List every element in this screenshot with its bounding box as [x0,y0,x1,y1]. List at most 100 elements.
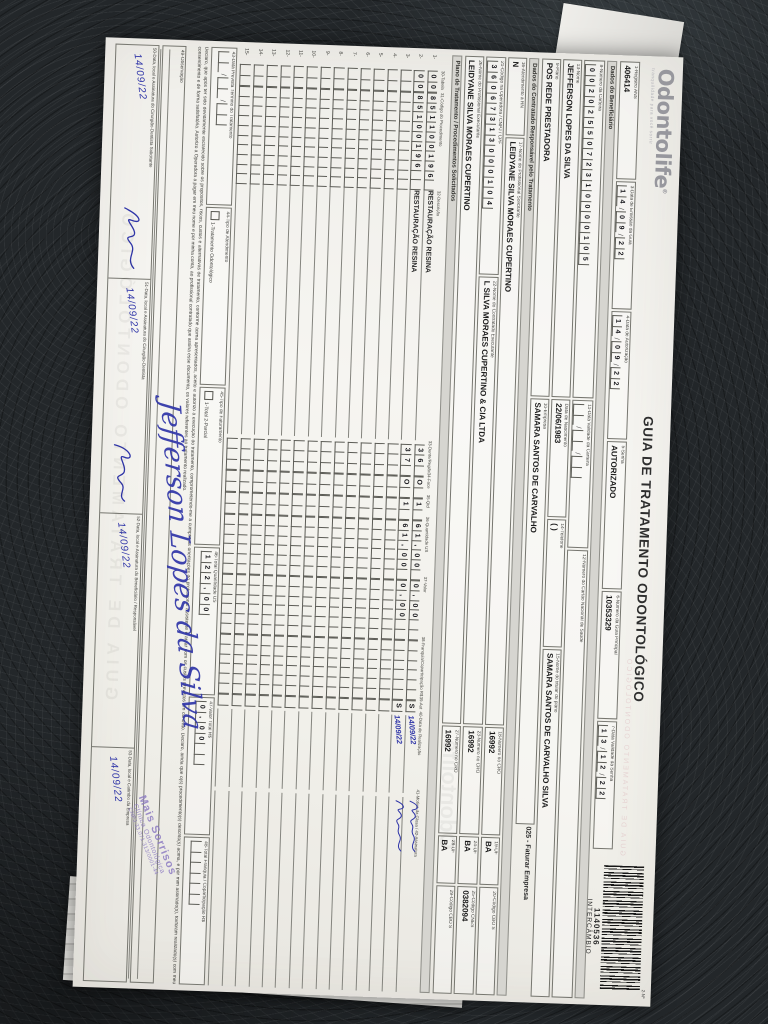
comb-cell [346,89,358,100]
comb-cell [246,644,258,655]
table-cell-codigo [343,89,358,188]
note-text: 025 - Faturar Empresa [522,826,532,901]
comb-cell [343,157,355,168]
comb-cell [272,655,284,666]
comb-cell [216,103,228,114]
comb-cell [291,136,302,147]
table-cell-qtde_us [316,516,329,578]
comb-cell [333,67,345,79]
comb-cell [315,586,327,597]
comb-cell [290,155,302,166]
table-cell-num: 4- [390,53,398,58]
table-cell-aut: S [391,699,403,715]
comb-cell: 0 [580,189,592,201]
comb-cell: 0 [610,341,622,352]
table-cell-qtde_us [276,515,289,576]
comb-cell [251,115,263,126]
comb-cell [306,461,318,473]
comb-cell [286,635,298,647]
handwritten-signature [113,443,131,502]
comb-cell [248,594,260,605]
comb-cell: 1 [200,550,212,562]
comb-cell [312,666,324,677]
comb-cell [346,78,358,91]
comb-cell: 0 [410,559,422,570]
comb-cell [287,615,299,626]
table-cell-aut [378,699,390,714]
table-cell-data_realizacao [215,708,219,787]
comb-cell [219,653,231,664]
comb-cell [366,668,378,679]
comb-cell [318,108,330,119]
comb-cell [304,516,316,527]
comb-cell [326,666,337,677]
comb-cell [383,178,395,190]
comb-cell [235,574,247,585]
comb-cell [251,503,263,515]
column-header: 34-Face [426,472,432,489]
comb-cell [355,588,367,599]
table-cell-qtde_us [222,513,236,574]
comb-cell [315,596,326,607]
comb-cell [386,91,398,102]
comb-cell [374,442,385,454]
comb-cell [317,526,329,537]
comb-cell: 8 [413,91,424,103]
table-row: 2- 0 0 8 5 1 0 0 1 9 6 RESTAURAÇÃO RESINA 3 7 O 1 6 1, 0 0 0… [382,54,428,993]
comb-cell [223,523,235,534]
comb-cell [225,480,237,493]
comb-cell [215,113,227,126]
comb-cell [354,627,366,639]
comb-cell [307,440,319,452]
table-cell-qtd [385,497,397,520]
comb-cell [288,585,300,596]
table-cell-qtd [251,492,263,515]
comb-cell [370,558,381,569]
table-cell-tabela [333,67,345,90]
signature-strip: 50-Data, local e Assinatura do Cirurgião… [82,43,160,983]
comb-cell [320,451,332,462]
comb-cell [251,492,263,504]
comb-cell [300,625,312,637]
comb-cell [343,547,355,558]
table-cell-num: 13- [270,48,277,57]
comb-cell [346,462,358,475]
table-cell-face: O [412,476,424,499]
comb-cell: 7 [485,102,497,114]
field-registro-ans: 1-Registro ANS 406414 [615,61,641,180]
comb-cell [238,105,250,116]
comb-cell [302,586,313,597]
table-cell-aut [217,693,229,709]
comb-cell [398,120,410,131]
table-cell-qtd [264,493,276,516]
comb-cell [398,139,409,151]
table-cell-qtde_us [383,519,396,580]
field-cro-27: 27-Número no CRO 16992 [438,725,462,834]
comb-cell [252,86,264,97]
comb-cell [301,615,312,626]
table-cell-qtd [237,492,250,515]
comb-cell [366,658,378,669]
comb-cell [217,77,229,88]
table-cell-qtd [358,496,370,519]
comb-cell [220,622,232,634]
comb-cell: 2 [595,787,607,800]
comb-cell [306,450,318,462]
comb-cell [380,639,392,650]
comb-cell: 0 [425,131,437,142]
table-cell-franquia [311,636,325,698]
comb-cell [290,535,302,546]
comb-cell [285,675,297,686]
comb-cell [279,75,291,88]
comb-cell [312,676,324,687]
comb-cell [378,699,390,711]
comb-cell [341,617,353,628]
comb-cell [399,91,411,102]
comb-cell: 1 [424,150,436,161]
comb-cell [290,165,301,176]
comb-cell [359,484,371,497]
comb-cell [237,124,249,135]
